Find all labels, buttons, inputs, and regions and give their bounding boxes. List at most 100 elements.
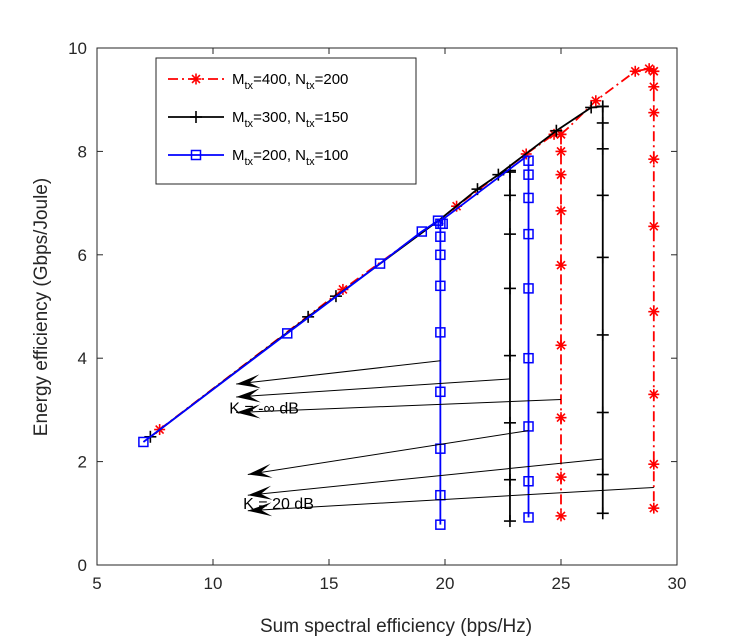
square-marker <box>523 228 534 240</box>
legend-label: Mtx=200, Ntx=100 <box>232 147 348 168</box>
asterisk-marker <box>629 65 641 77</box>
series-3 <box>138 155 534 530</box>
legend-text-part: =300, N <box>253 109 306 126</box>
annotation-arrow <box>247 430 529 478</box>
plus-marker <box>596 116 609 129</box>
annotation-arrow <box>236 360 441 389</box>
asterisk-marker <box>190 73 202 85</box>
plus-marker <box>585 101 598 114</box>
square-marker <box>523 352 534 364</box>
square-marker <box>523 512 534 523</box>
square-marker <box>523 192 534 204</box>
axes-layer: 5 10 15 20 25 30 0 2 4 6 8 10 <box>68 39 686 593</box>
legend-text-part: =200 <box>315 71 349 88</box>
asterisk-marker <box>555 205 567 217</box>
legend-text-part: =100 <box>315 147 349 164</box>
asterisk-marker <box>555 510 567 522</box>
square-marker <box>523 475 534 487</box>
plus-marker <box>503 228 516 241</box>
asterisk-marker <box>648 65 660 77</box>
square-marker <box>435 280 446 292</box>
legend-text-part: tx <box>245 80 254 92</box>
asterisk-marker <box>648 107 660 119</box>
annotation-arrow <box>247 486 654 517</box>
x-tick-label: 30 <box>668 574 687 593</box>
legend-text-part: tx <box>306 156 315 168</box>
plus-marker <box>596 251 609 264</box>
y-tick-label: 2 <box>78 453 87 472</box>
legend-text-part: tx <box>306 118 315 130</box>
asterisk-marker <box>648 220 660 232</box>
legend-label: Mtx=300, Ntx=150 <box>232 109 348 130</box>
asterisk-marker <box>648 502 660 514</box>
legend-text-part: M <box>232 109 245 126</box>
annotation-1: K = -∞ dB <box>229 360 562 419</box>
square-marker <box>281 328 293 339</box>
x-tick-label: 5 <box>92 574 101 593</box>
asterisk-marker <box>555 412 567 424</box>
plus-marker <box>596 189 609 202</box>
plus-marker <box>190 111 202 123</box>
annotation-label: K = 20 dB <box>243 496 314 513</box>
square-marker <box>435 249 446 261</box>
asterisk-marker <box>555 339 567 351</box>
asterisk-marker <box>555 169 567 181</box>
asterisk-marker <box>555 259 567 271</box>
square-marker <box>435 327 446 338</box>
square-marker <box>374 258 386 269</box>
asterisk-marker <box>555 471 567 483</box>
plus-marker <box>503 473 516 486</box>
square-marker <box>138 436 149 448</box>
annotation-arrow <box>236 399 562 419</box>
x-tick-label: 25 <box>552 574 571 593</box>
square-marker <box>435 386 446 398</box>
y-tick-label: 10 <box>68 39 87 58</box>
y-tick-label: 0 <box>78 556 87 575</box>
legend-text-part: =150 <box>315 109 349 126</box>
x-tick-label: 10 <box>204 574 223 593</box>
square-marker <box>190 149 202 161</box>
square-marker <box>523 169 534 180</box>
plus-marker <box>596 507 609 520</box>
x-tick-label: 20 <box>436 574 455 593</box>
annotation-arrow <box>236 378 510 403</box>
plus-marker <box>503 515 516 528</box>
legend-text-part: tx <box>306 80 315 92</box>
plus-marker <box>596 142 609 155</box>
plus-marker <box>503 349 516 362</box>
plus-marker <box>596 328 609 341</box>
asterisk-marker <box>648 306 660 318</box>
asterisk-marker <box>648 458 660 470</box>
plus-marker <box>503 416 516 429</box>
annotation-label: K = -∞ dB <box>229 400 299 417</box>
legend-text-part: M <box>232 147 245 164</box>
y-tick-label: 8 <box>78 142 87 161</box>
legend-text-part: =400, N <box>253 71 306 88</box>
y-tick-label: 4 <box>78 349 87 368</box>
annotation-2: K = 20 dB <box>243 430 654 517</box>
asterisk-marker <box>648 388 660 400</box>
annotation-layer: K = -∞ dB K = 20 dB <box>229 360 654 517</box>
legend-entry-3: Mtx=200, Ntx=100 <box>168 147 348 168</box>
square-marker <box>435 519 446 530</box>
square-marker <box>416 226 428 237</box>
legend-entry-2: Mtx=300, Ntx=150 <box>168 109 348 130</box>
x-tick-label: 15 <box>320 574 339 593</box>
square-marker <box>523 155 534 166</box>
plus-marker <box>596 468 609 481</box>
plus-marker <box>503 282 516 295</box>
y-axis-label: Energy efficiency (Gbps/Joule) <box>31 178 52 436</box>
square-marker <box>435 231 446 242</box>
legend-text-part: tx <box>245 156 254 168</box>
series-layer <box>138 63 660 530</box>
legend-text-part: tx <box>245 118 254 130</box>
asterisk-marker <box>648 153 660 165</box>
legend-text-part: M <box>232 71 245 88</box>
square-marker <box>435 218 446 230</box>
annotation-arrow <box>247 458 603 500</box>
legend-entry-1: Mtx=400, Ntx=200 <box>168 71 348 92</box>
plus-marker <box>596 406 609 419</box>
plus-marker <box>503 189 516 202</box>
